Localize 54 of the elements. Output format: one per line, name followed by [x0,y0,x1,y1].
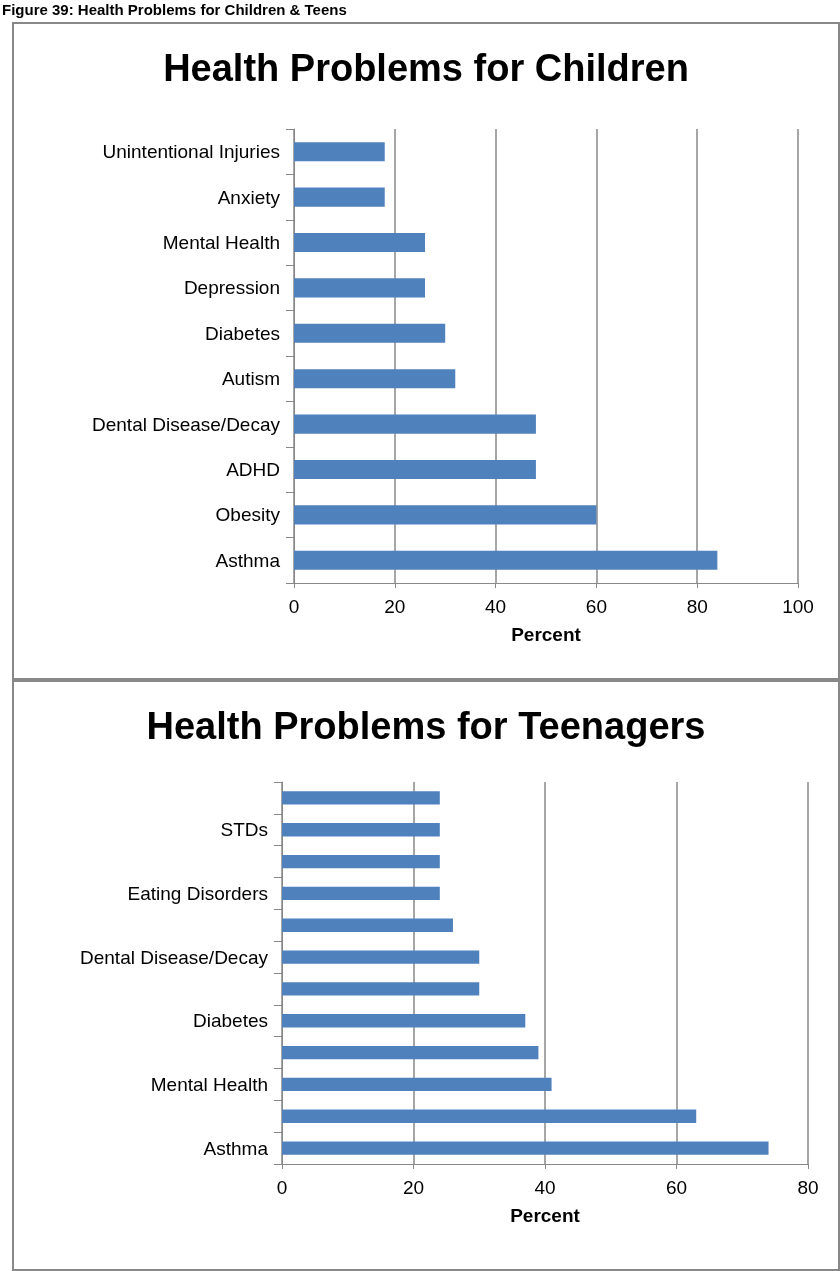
y-tick-label: STDs [220,819,268,841]
y-tick-label: Depression [183,277,280,299]
x-tick-label: 40 [485,596,507,617]
y-tick-label: Asthma [215,549,281,571]
y-tick-label: Diabetes [205,322,280,344]
y-tick-label: Dental Disease/Decay [80,946,269,968]
bar [294,459,536,480]
x-tick-label: 80 [686,596,708,617]
bar [294,142,385,162]
y-tick-label: Autism [221,368,280,390]
y-tick-label: ADHD [226,459,280,480]
x-tick-label: 0 [276,1177,288,1198]
bar [294,550,718,570]
x-tick-label: 20 [402,1177,425,1198]
x-tick-label: 20 [384,596,406,617]
bar [282,823,440,837]
y-tick-label: Asthma [203,1137,269,1159]
bar [294,505,597,525]
y-tick-label: Mental Health [150,1073,268,1095]
chart-title: Health Problems for Children [163,47,689,89]
bar [294,187,385,207]
bar [282,1014,526,1028]
chart-title: Health Problems for Teenagers [146,705,706,747]
bar [282,1045,539,1060]
bar [294,369,456,389]
y-tick-label: Anxiety [217,186,281,208]
y-tick-label: Diabetes [193,1010,268,1032]
x-axis-title: Percent [510,1205,581,1226]
x-tick-label: 80 [797,1177,819,1198]
y-tick-label: Unintentional Injuries [102,141,280,163]
x-axis-title: Percent [511,624,582,645]
x-tick-label: 100 [782,596,814,617]
bar [282,1141,769,1155]
bar [282,854,440,869]
bar [282,886,440,901]
y-tick-label: Dental Disease/Decay [92,413,281,435]
y-tick-label: Obesity [215,504,281,526]
bar [282,918,453,932]
bar [282,950,480,964]
y-tick-label: Mental Health [162,232,280,253]
x-tick-label: 0 [288,596,300,617]
y-tick-label: Eating Disorders [127,882,268,904]
bar [294,232,426,253]
x-tick-label: 60 [665,1177,688,1198]
bar [294,414,536,434]
x-tick-label: 40 [534,1177,556,1198]
bar [282,982,480,996]
caption: Figure 39: Health Problems for Children & Teens [2,1,347,19]
bar [282,1077,552,1092]
bar [282,1109,697,1123]
x-tick-label: 60 [585,596,607,617]
bar [294,323,446,343]
bar [294,278,426,298]
bar [282,791,440,805]
